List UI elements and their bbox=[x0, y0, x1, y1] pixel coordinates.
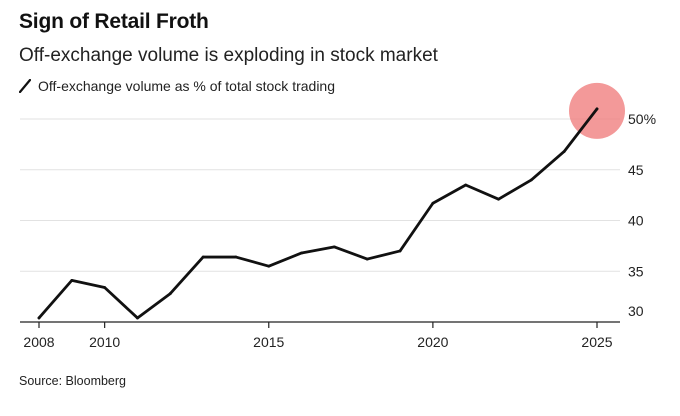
x-tick-label-2025: 2025 bbox=[581, 334, 612, 350]
data-point-2019 bbox=[398, 249, 402, 253]
chart-title: Sign of Retail Froth bbox=[19, 10, 209, 33]
data-point-2022 bbox=[497, 197, 500, 201]
y-tick-label-35: 35 bbox=[628, 263, 644, 279]
x-tick-label-2008: 2008 bbox=[23, 334, 54, 350]
series-line-0 bbox=[37, 107, 599, 320]
data-point-2015 bbox=[267, 264, 271, 268]
x-tick-label-2020: 2020 bbox=[417, 334, 448, 350]
data-point-2013 bbox=[201, 255, 205, 259]
x-tick-label-2015: 2015 bbox=[253, 334, 284, 350]
legend-line-icon bbox=[19, 79, 31, 93]
data-point-2018 bbox=[365, 257, 369, 261]
legend-label: Off-exchange volume as % of total stock … bbox=[38, 78, 336, 94]
data-point-2025 bbox=[595, 107, 599, 111]
data-point-2014 bbox=[234, 255, 238, 259]
y-tick-label-40: 40 bbox=[628, 213, 644, 229]
y-tick-label-50: 50% bbox=[628, 111, 656, 127]
data-point-2024 bbox=[562, 150, 566, 153]
data-point-2011 bbox=[136, 316, 139, 320]
y-tick-label-30: 30 bbox=[628, 303, 644, 319]
chart-legend: Off-exchange volume as % of total stock … bbox=[19, 78, 335, 94]
chart-subtitle: Off-exchange volume is exploding in stoc… bbox=[19, 45, 438, 66]
source-note: Source: Bloomberg bbox=[19, 374, 127, 388]
data-point-2023 bbox=[529, 178, 533, 182]
data-point-2021 bbox=[464, 183, 468, 187]
data-point-2017 bbox=[333, 245, 336, 249]
x-tick-label-2010: 2010 bbox=[89, 334, 120, 350]
data-point-2016 bbox=[300, 251, 303, 255]
data-point-2009 bbox=[70, 278, 74, 282]
data-point-2008 bbox=[37, 316, 41, 320]
data-point-2020 bbox=[431, 201, 435, 205]
data-point-2012 bbox=[168, 292, 172, 295]
y-tick-label-45: 45 bbox=[628, 162, 644, 178]
data-point-2010 bbox=[103, 286, 107, 289]
